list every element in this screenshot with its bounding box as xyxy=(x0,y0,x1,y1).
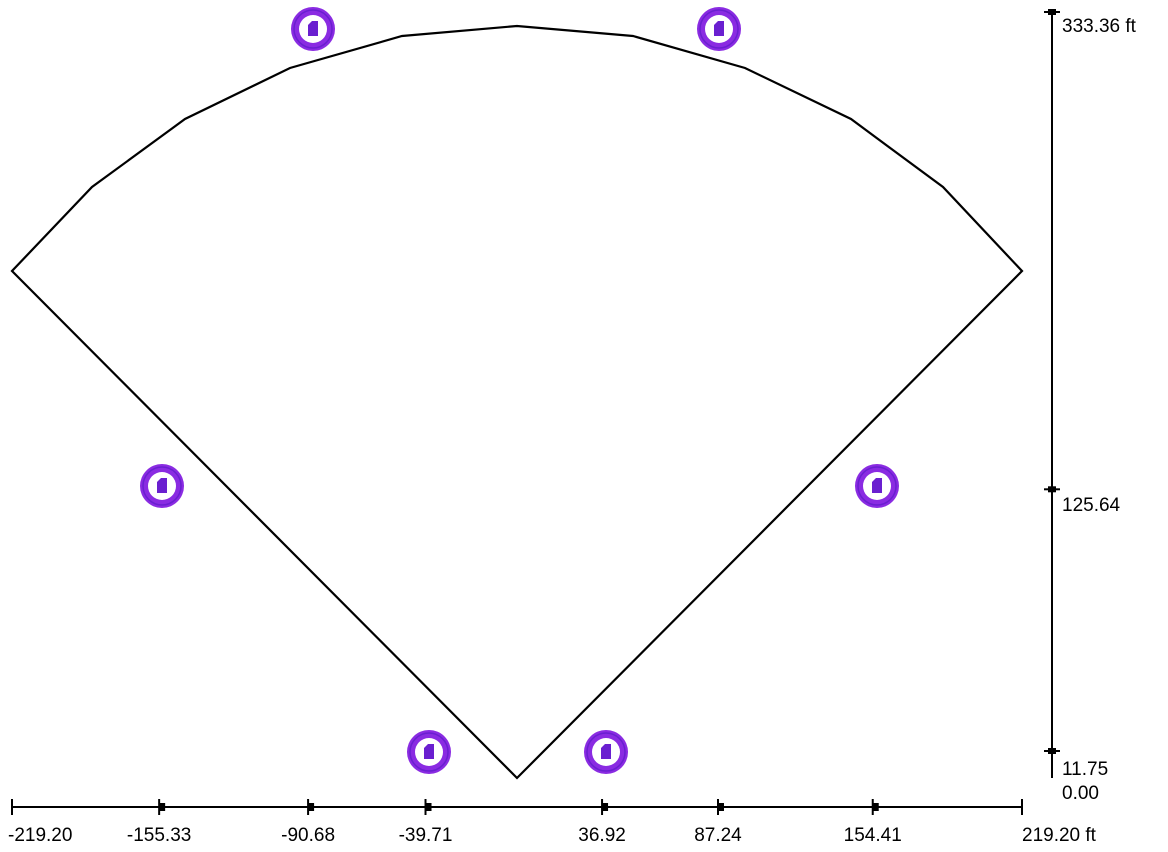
x-tick-label: -90.68 xyxy=(281,825,335,846)
fixture-glyph xyxy=(424,744,434,759)
fixture-ring-inner xyxy=(857,466,897,506)
x-tick-marker xyxy=(717,803,724,811)
y-tick-marker xyxy=(1048,748,1056,755)
fixture-glyph xyxy=(601,744,611,759)
y-tick-label: 125.64 xyxy=(1062,495,1121,516)
x-tick-marker xyxy=(425,803,432,811)
light-fixture-icon[interactable] xyxy=(855,464,899,508)
light-fixture-icon[interactable] xyxy=(407,730,451,774)
fixture-ring-inner xyxy=(142,466,182,506)
x-tick-marker xyxy=(872,803,879,811)
fixture-ring-inner xyxy=(699,9,739,49)
x-tick-label: 36.92 xyxy=(578,825,626,846)
x-tick-label: 87.24 xyxy=(694,825,742,846)
fixture-glyph xyxy=(872,478,882,493)
x-tick-label: -39.71 xyxy=(399,825,453,846)
x-tick-marker xyxy=(308,803,315,811)
light-fixture-icon[interactable] xyxy=(140,464,184,508)
fixture-ring-inner xyxy=(293,9,333,49)
x-tick-label: -155.33 xyxy=(127,825,191,846)
y-tick-label: 333.36 ft xyxy=(1062,16,1137,37)
fixture-ring-inner xyxy=(409,732,449,772)
light-fixture-icon[interactable] xyxy=(291,7,335,51)
fixture-glyph xyxy=(308,21,318,36)
field-outline xyxy=(10,24,1024,780)
y-tick-label: 0.00 xyxy=(1062,783,1099,804)
fixture-glyph xyxy=(714,21,724,36)
y-axis: 0.00 11.75 125.64 333.36 ft xyxy=(1044,9,1137,804)
x-tick-label: 219.20 ft xyxy=(1022,825,1097,846)
x-tick-marker xyxy=(159,803,166,811)
x-tick-label: -219.20 xyxy=(8,825,72,846)
fixture-ring-inner xyxy=(586,732,626,772)
y-tick-label: 11.75 xyxy=(1062,759,1108,780)
light-fixture-icon[interactable] xyxy=(584,730,628,774)
light-fixture-icon[interactable] xyxy=(697,7,741,51)
x-tick-marker xyxy=(602,803,609,811)
fixture-glyph xyxy=(157,478,167,493)
y-tick-marker xyxy=(1048,486,1056,493)
y-tick-marker xyxy=(1048,9,1056,15)
fixtures xyxy=(140,7,899,774)
x-tick-label: 154.41 xyxy=(844,825,902,846)
x-axis: -219.20 -155.33 -90.68 -39.71 36.92 87.24 154.… xyxy=(8,799,1097,846)
